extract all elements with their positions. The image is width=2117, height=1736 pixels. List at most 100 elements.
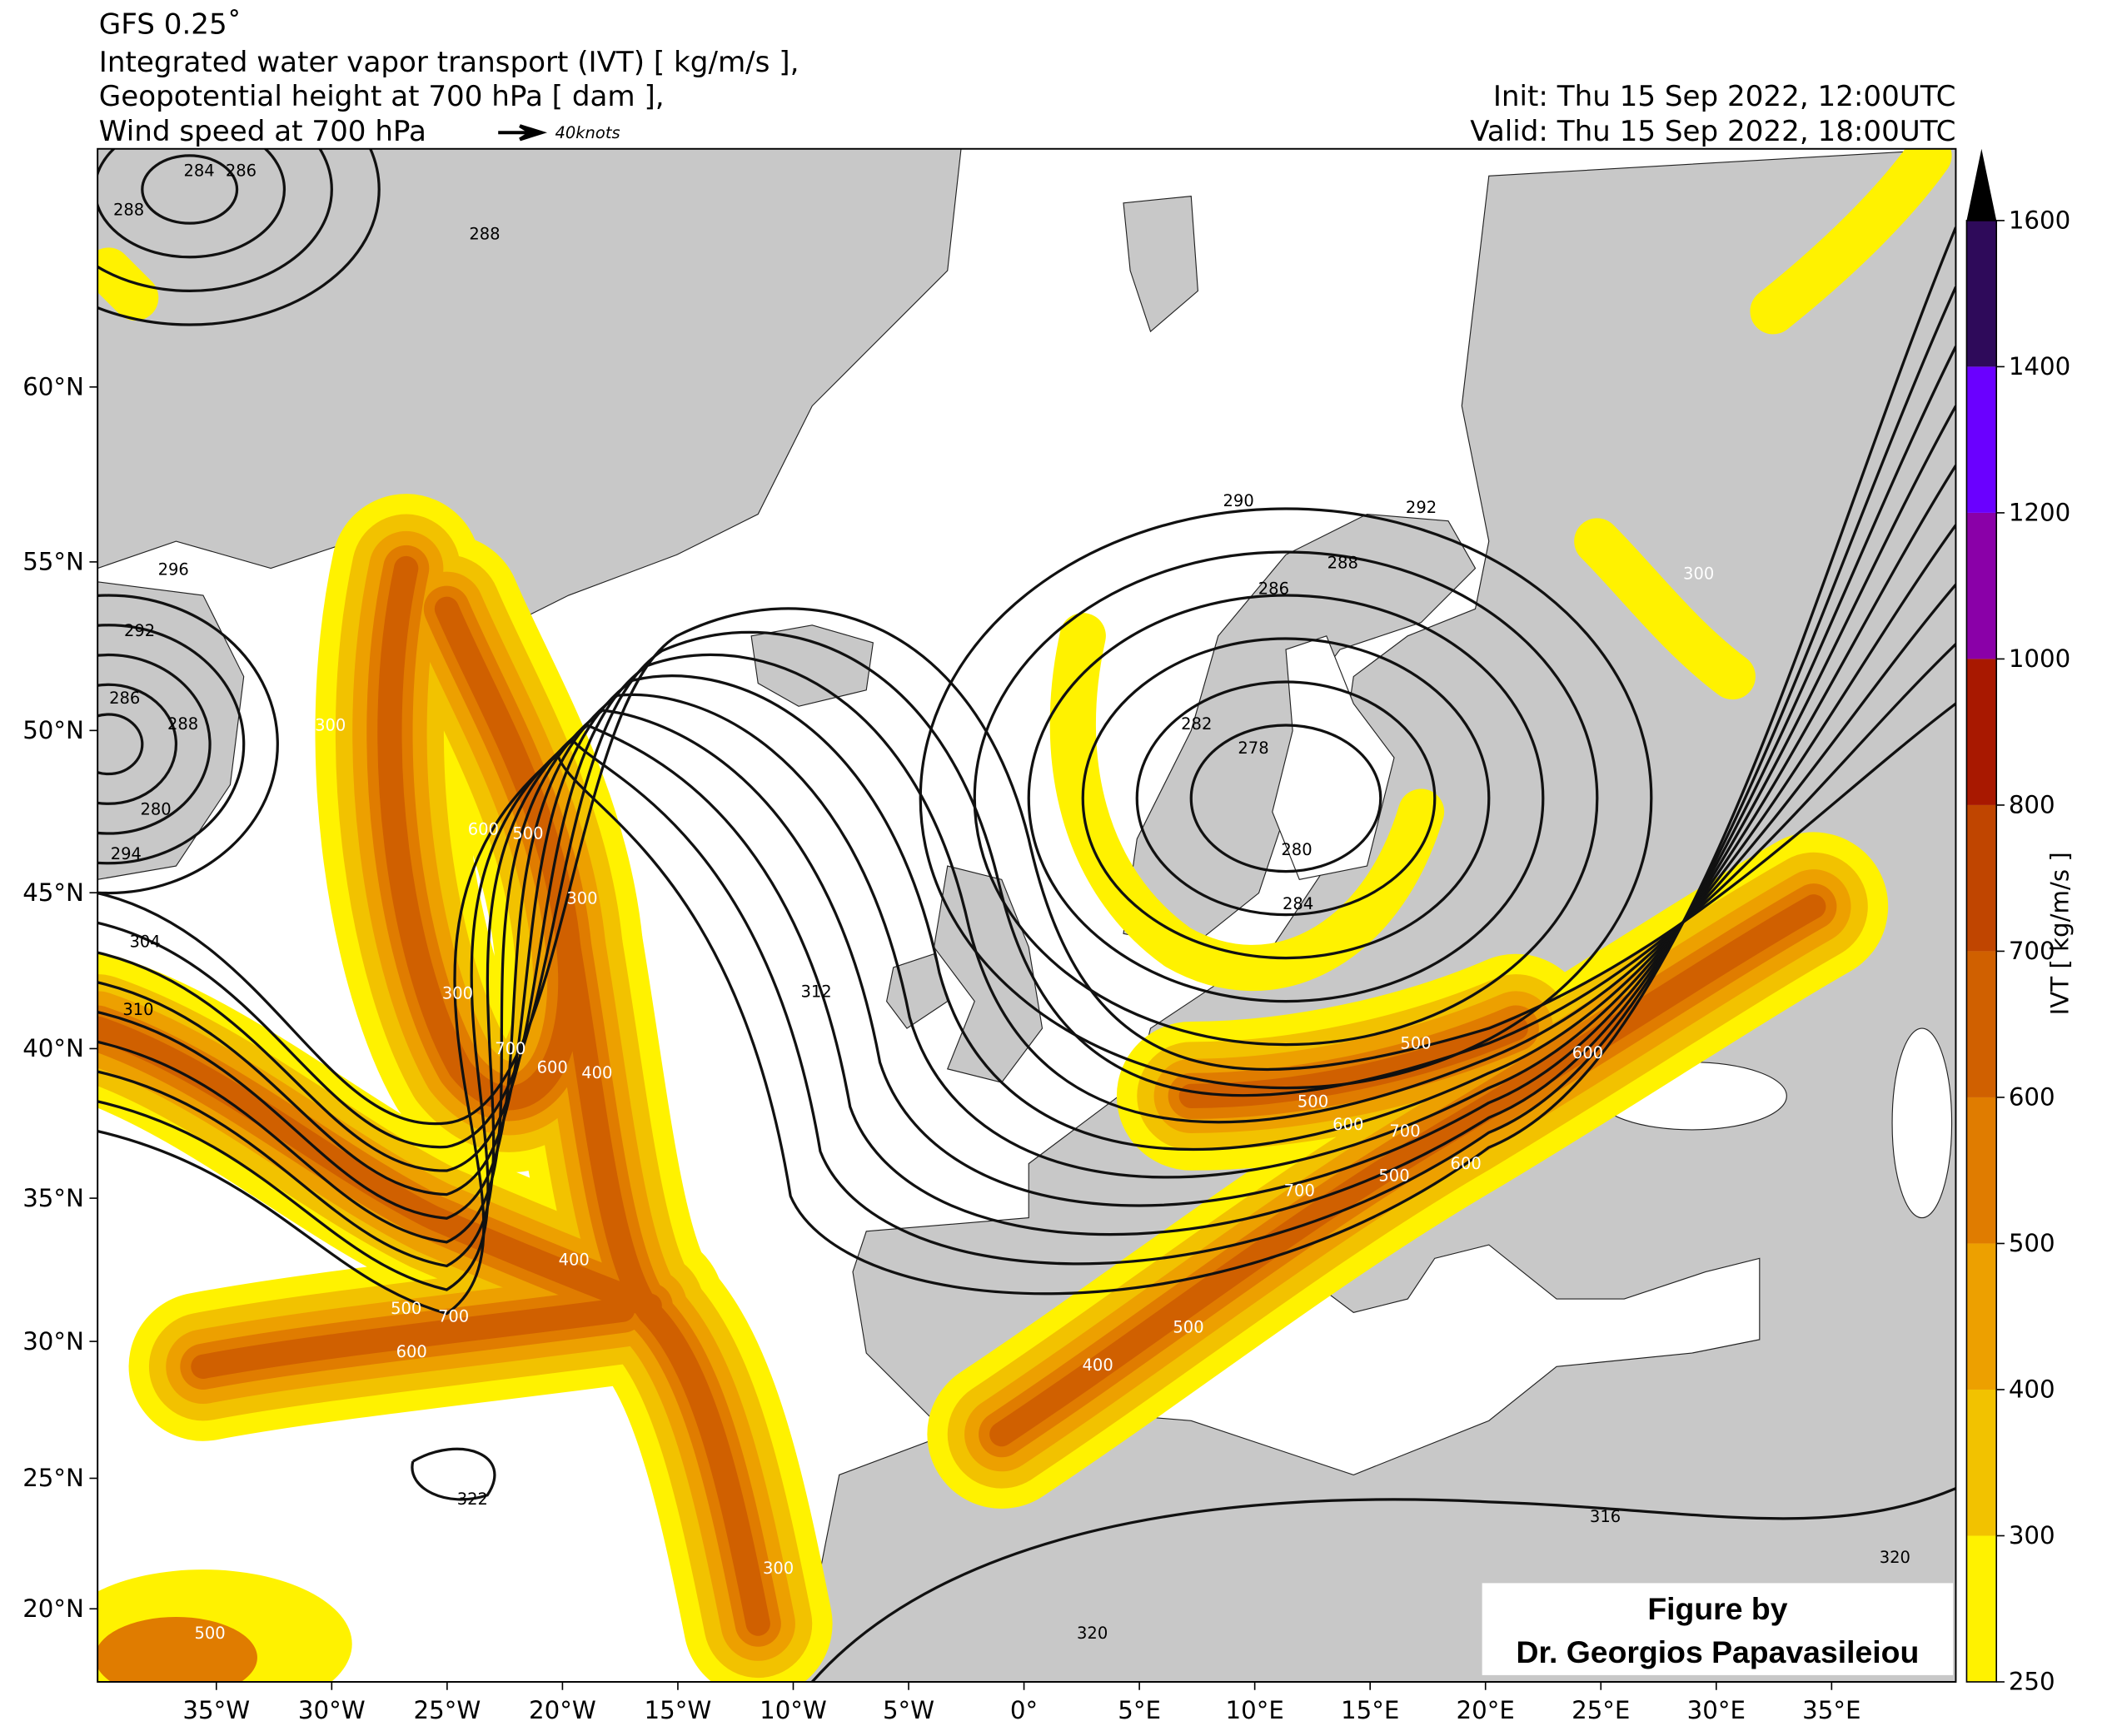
model-title: GFS 0.25˚ <box>99 8 242 42</box>
contour-label: 316 <box>1590 1507 1621 1526</box>
contour-label: 280 <box>1281 840 1312 859</box>
contour-line <box>1189 724 1382 873</box>
lon-tick-label: 15°W <box>645 1696 712 1724</box>
contour-line <box>141 154 239 225</box>
contour-label: 286 <box>109 689 140 708</box>
colorbar-band <box>1966 1535 1997 1682</box>
contour-line <box>97 630 1956 1149</box>
ivt-band <box>97 1016 662 1318</box>
credit-line: Dr. Georgios Papavasileiou <box>1517 1634 1920 1669</box>
ivt-label: 300 <box>566 889 597 908</box>
ivt-label: 300 <box>315 716 346 735</box>
valid-time: Valid: Thu 15 Sep 2022, 18:00UTC <box>1470 115 1955 148</box>
contour-line <box>97 148 286 259</box>
colorbar-tick-label: 1400 <box>2009 352 2070 381</box>
ivt-label: 700 <box>1389 1122 1420 1141</box>
ivt-label: 700 <box>495 1039 526 1058</box>
contour-line <box>97 713 144 776</box>
credit-line: Figure by <box>1647 1591 1787 1626</box>
ivt-label: 500 <box>1378 1166 1409 1186</box>
lat-tick-label: 20°N <box>22 1594 84 1623</box>
contour-line <box>97 465 1956 1220</box>
contour-label: 320 <box>1077 1624 1108 1643</box>
colorbar-band <box>1966 220 1997 367</box>
lat-tick-label: 35°N <box>22 1184 84 1212</box>
colorbar-tick-label: 1200 <box>2009 499 2070 527</box>
contour-line <box>97 286 1956 1291</box>
contour-line <box>411 1447 496 1501</box>
lon-tick-label: 35°W <box>182 1696 250 1724</box>
contour-label: 304 <box>129 933 160 952</box>
contour-line <box>811 1487 1956 1682</box>
colorbar-band <box>1966 659 1997 805</box>
colorbar-tick-label: 700 <box>2009 937 2055 965</box>
contour-label: 278 <box>1238 739 1268 758</box>
wind-key-arrow <box>498 124 548 142</box>
ivt-label: 600 <box>396 1342 427 1361</box>
ivt-label: 500 <box>1298 1092 1328 1111</box>
ivt-band <box>1750 148 1952 335</box>
contour-label: 322 <box>457 1490 488 1509</box>
contour-line <box>97 607 1956 1126</box>
lon-tick-label: 35°E <box>1802 1696 1860 1724</box>
ivt-label: 600 <box>1332 1115 1363 1134</box>
colorbar-extend <box>1966 148 1997 221</box>
ivt-label: 500 <box>194 1624 225 1643</box>
title-line: Geopotential height at 700 hPa [ dam ], <box>99 80 665 113</box>
colorbar-band <box>1966 1097 1997 1244</box>
colorbar-band <box>1966 1389 1997 1536</box>
map-frame <box>97 147 1957 1683</box>
colorbar-band <box>1966 804 1997 952</box>
colorbar-band <box>1966 1243 1997 1390</box>
contour-label: 286 <box>1258 579 1289 598</box>
ivt-field <box>97 148 1952 1682</box>
contour-line <box>1081 637 1491 960</box>
contour-label: 288 <box>167 714 198 734</box>
contour-line <box>973 550 1599 1047</box>
contour-line <box>97 148 333 292</box>
credit-box <box>1482 1583 1954 1675</box>
lat-tick-label: 45°N <box>22 878 84 907</box>
colorbar-label: IVT [ kg/m/s ] <box>2045 852 2074 1015</box>
contour-line <box>1135 680 1437 917</box>
contour-label: 290 <box>1223 491 1254 510</box>
lat-tick-label: 60°N <box>22 373 84 401</box>
colorbar-tick-label: 500 <box>2009 1229 2055 1257</box>
colorbar-tick-label: 250 <box>2009 1668 2055 1696</box>
lat-tick-label: 25°N <box>22 1464 84 1492</box>
colorbar-tick-label: 800 <box>2009 791 2055 819</box>
ivt-band <box>1049 613 1445 992</box>
contour-label: 284 <box>1283 894 1313 913</box>
contour-label: 292 <box>124 621 155 640</box>
contour-line <box>97 653 212 835</box>
lat-tick-label: 40°N <box>22 1034 84 1062</box>
contour-line <box>97 346 1956 1268</box>
lon-tick-label: 15°E <box>1341 1696 1399 1724</box>
contour-line <box>97 583 1956 1172</box>
ivt-band <box>377 555 583 1111</box>
wind-key-label: 40knots <box>555 123 620 142</box>
ivt-label: 300 <box>442 983 473 1002</box>
contour-line <box>97 624 246 865</box>
lon-tick-label: 25°E <box>1572 1696 1630 1724</box>
lon-tick-label: 30°W <box>298 1696 366 1724</box>
colorbar-band <box>1966 512 1997 659</box>
lon-tick-label: 5°W <box>883 1696 934 1724</box>
lon-tick-label: 20°W <box>529 1696 596 1724</box>
contour-line <box>97 524 1956 1196</box>
contour-label: 294 <box>111 844 142 863</box>
contour-label: 292 <box>1406 498 1437 517</box>
lon-tick-label: 0° <box>1010 1696 1038 1724</box>
contour-label: 284 <box>183 161 214 180</box>
ivt-band <box>191 1297 635 1379</box>
contour-label: 288 <box>1327 554 1358 573</box>
lat-tick-label: 30°N <box>22 1327 84 1355</box>
lon-tick-label: 10°W <box>760 1696 827 1724</box>
contour-label: 288 <box>469 225 500 244</box>
lon-tick-label: 10°E <box>1225 1696 1283 1724</box>
ivt-band <box>989 894 1826 1447</box>
ivt-label: 300 <box>1683 565 1714 584</box>
ivt-label: 400 <box>559 1250 590 1269</box>
ivt-label: 500 <box>1400 1033 1431 1052</box>
